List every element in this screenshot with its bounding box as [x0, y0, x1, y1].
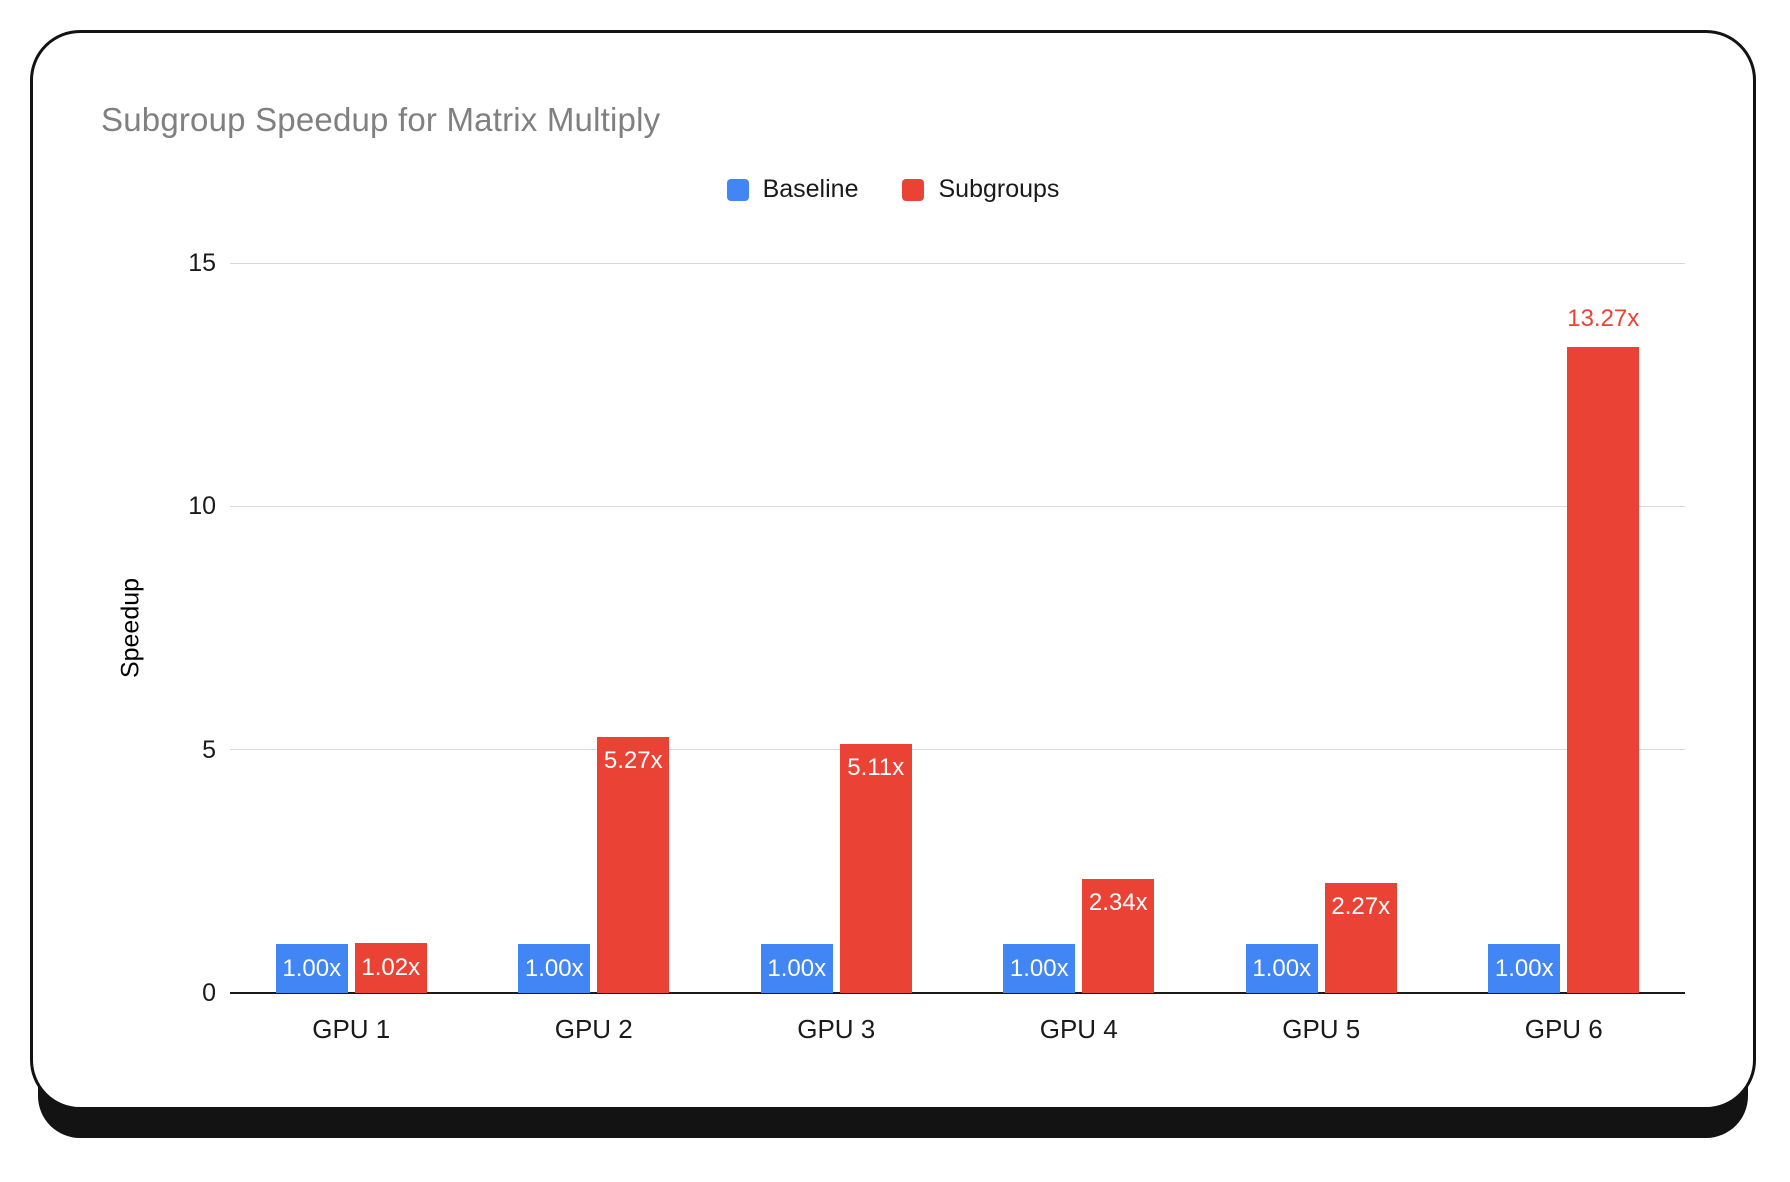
bar-baseline-gpu-3: [760, 944, 833, 993]
bar-subgroups-gpu-6: [1567, 347, 1640, 993]
bar-subgroups-gpu-4: [1082, 879, 1155, 993]
bar-baseline-gpu-2: [518, 944, 591, 993]
y-tick-label: 10: [188, 492, 216, 521]
y-axis-title: Speedup: [116, 577, 145, 679]
y-tick-label: 15: [188, 249, 216, 277]
bar-data-label: 5.27x: [603, 746, 663, 774]
bar-subgroups-gpu-1: [354, 943, 427, 993]
x-tick-label: GPU 1: [312, 1014, 391, 1044]
bar-data-label: 1.00x: [1252, 954, 1312, 982]
chart-legend: Baseline Subgroups: [33, 175, 1753, 204]
x-tick-label: GPU 4: [1039, 1014, 1118, 1044]
bar-data-label: 5.11x: [847, 754, 905, 782]
bar-baseline-gpu-6: [1488, 944, 1561, 993]
bar-data-label: 13.27x: [1567, 305, 1640, 333]
y-tick-label: 0: [202, 979, 216, 1007]
bar-data-label: 2.27x: [1331, 892, 1391, 920]
y-axis-title-box: Speedup: [111, 263, 151, 993]
plot-area: 0 5 10 15 1.00x 1.02x GPU 1 1.00x 5.27x GPU 2 1.00…: [188, 249, 1685, 1044]
bar-subgroups-gpu-2: [597, 736, 670, 993]
bar-baseline-gpu-4: [1003, 944, 1076, 993]
bar-data-label: 1.00x: [767, 954, 827, 982]
x-tick-label: GPU 5: [1282, 1014, 1361, 1044]
legend-label-subgroups: Subgroups: [938, 175, 1060, 203]
bar-baseline-gpu-1: [275, 944, 348, 993]
bar-subgroups-gpu-5: [1324, 882, 1397, 993]
bar-data-label: 1.00x: [282, 954, 342, 982]
legend-item-baseline: Baseline: [726, 175, 859, 204]
x-tick-label: GPU 3: [797, 1014, 876, 1044]
bar-data-label: 1.00x: [524, 954, 584, 982]
x-axis-line: [230, 992, 1685, 994]
y-tick-label: 5: [202, 735, 216, 764]
gridline: [230, 505, 1685, 507]
gridline: [230, 749, 1685, 751]
legend-item-subgroups: Subgroups: [902, 175, 1059, 204]
bar-subgroups-gpu-3: [839, 744, 912, 993]
chart-title: Subgroup Speedup for Matrix Multiply: [101, 101, 661, 138]
subgroups-swatch-icon: [902, 178, 925, 201]
baseline-swatch-icon: [726, 178, 749, 201]
chart-card: Subgroup Speedup for Matrix Multiply Bas…: [30, 30, 1756, 1110]
legend-label-baseline: Baseline: [762, 175, 859, 203]
bar-baseline-gpu-5: [1245, 944, 1318, 993]
bar-data-label: 2.34x: [1088, 889, 1148, 917]
bar-data-label: 1.00x: [1494, 954, 1554, 982]
gridline: [230, 262, 1685, 264]
x-tick-label: GPU 6: [1524, 1014, 1603, 1044]
bar-data-label: 1.00x: [1009, 954, 1069, 982]
bar-data-label: 1.02x: [361, 954, 421, 982]
x-tick-label: GPU 2: [554, 1014, 633, 1044]
